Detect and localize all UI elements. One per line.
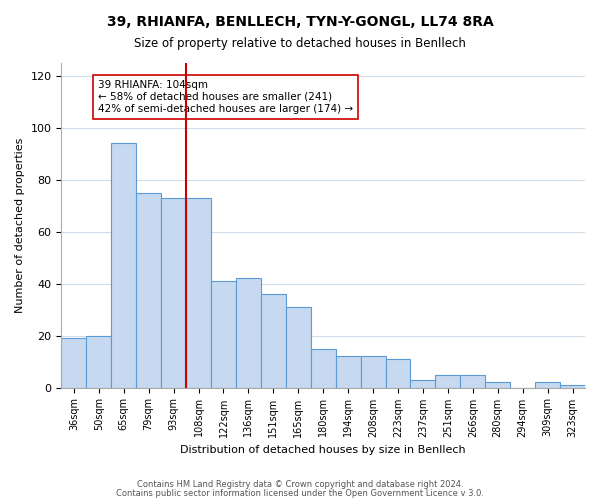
Bar — [211, 281, 236, 388]
Bar — [61, 338, 86, 388]
Text: 39, RHIANFA, BENLLECH, TYN-Y-GONGL, LL74 8RA: 39, RHIANFA, BENLLECH, TYN-Y-GONGL, LL74… — [107, 15, 493, 29]
Bar — [436, 374, 460, 388]
Bar — [136, 192, 161, 388]
Y-axis label: Number of detached properties: Number of detached properties — [15, 138, 25, 312]
Bar — [410, 380, 436, 388]
Bar — [335, 356, 361, 388]
Bar — [560, 385, 585, 388]
X-axis label: Distribution of detached houses by size in Benllech: Distribution of detached houses by size … — [181, 445, 466, 455]
Bar — [311, 348, 335, 388]
Bar — [261, 294, 286, 388]
Bar — [86, 336, 111, 388]
Text: Size of property relative to detached houses in Benllech: Size of property relative to detached ho… — [134, 38, 466, 51]
Bar — [460, 374, 485, 388]
Bar — [286, 307, 311, 388]
Text: Contains HM Land Registry data © Crown copyright and database right 2024.: Contains HM Land Registry data © Crown c… — [137, 480, 463, 489]
Bar — [386, 359, 410, 388]
Bar — [361, 356, 386, 388]
Text: Contains public sector information licensed under the Open Government Licence v : Contains public sector information licen… — [116, 488, 484, 498]
Bar — [111, 143, 136, 388]
Bar — [161, 198, 186, 388]
Bar — [186, 198, 211, 388]
Bar — [236, 278, 261, 388]
Bar — [485, 382, 510, 388]
Bar — [535, 382, 560, 388]
Text: 39 RHIANFA: 104sqm
← 58% of detached houses are smaller (241)
42% of semi-detach: 39 RHIANFA: 104sqm ← 58% of detached hou… — [98, 80, 353, 114]
